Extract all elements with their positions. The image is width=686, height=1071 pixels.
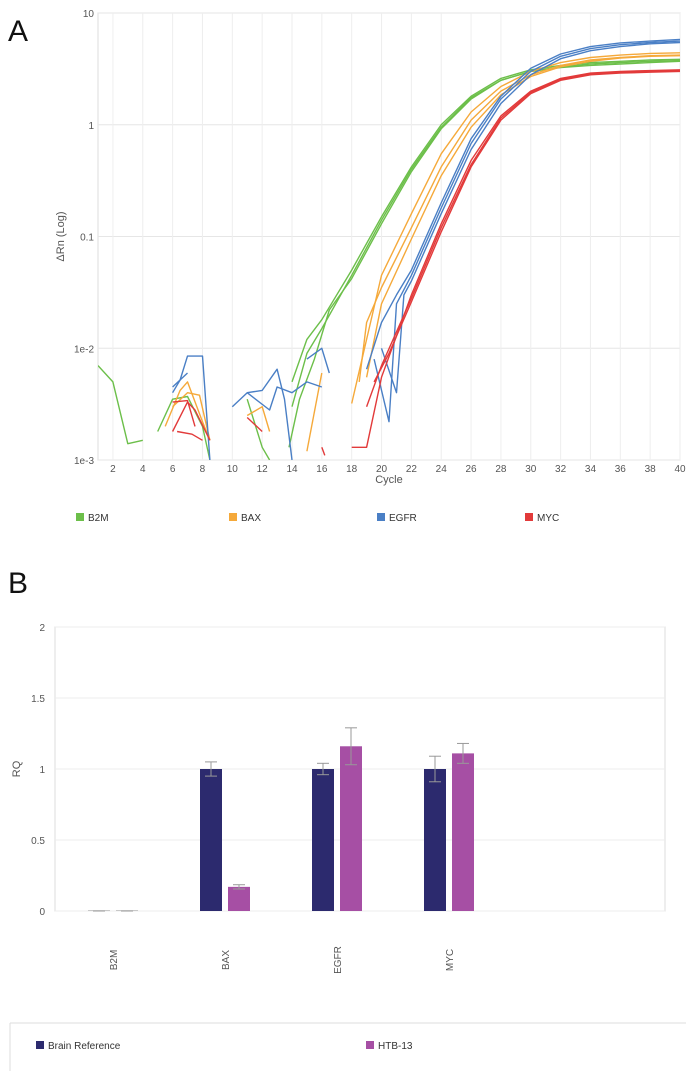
y-tick-label: 2 — [39, 623, 45, 634]
series-line-egfr — [373, 40, 680, 423]
bar-egfr-0 — [312, 769, 334, 911]
x-axis-title: Cycle — [375, 474, 403, 486]
legend-label-bax: BAX — [241, 513, 261, 524]
series-line-egfr — [365, 38, 680, 370]
x-tick-label: 14 — [286, 464, 298, 475]
category-label-b2m: B2M — [109, 950, 120, 971]
legend-label-egfr: EGFR — [389, 513, 417, 524]
y-tick-label: 1 — [39, 765, 45, 776]
series-line-b2m — [246, 398, 271, 460]
series-line-b2m — [291, 58, 680, 383]
series-line-bax — [246, 406, 271, 432]
y-tick-label: 1.5 — [31, 694, 45, 705]
category-label-bax: BAX — [221, 950, 232, 970]
category-label-egfr: EGFR — [333, 946, 344, 974]
legend-swatch-0 — [36, 1041, 44, 1049]
series-line-b2m — [157, 395, 211, 460]
legend-label-b2m: B2M — [88, 513, 109, 524]
bar-bax-0 — [200, 769, 222, 911]
x-tick-label: 32 — [555, 464, 567, 475]
bar-myc-1 — [452, 753, 474, 911]
series-line-egfr — [171, 355, 211, 460]
bar-myc-0 — [424, 769, 446, 911]
x-tick-label: 36 — [615, 464, 627, 475]
category-label-myc: MYC — [445, 949, 456, 971]
x-tick-label: 10 — [227, 464, 239, 475]
x-tick-label: 26 — [466, 464, 478, 475]
y-tick-label: 0.5 — [31, 836, 45, 847]
y-tick-label: 1e-2 — [74, 344, 94, 355]
series-line-b2m — [291, 59, 680, 407]
legend-label-1: HTB-13 — [378, 1041, 413, 1052]
bar-bax-1 — [228, 886, 250, 911]
series-line-bax — [351, 52, 680, 404]
series-line-egfr — [172, 372, 188, 388]
series-line-egfr — [231, 368, 293, 460]
x-tick-label: 18 — [346, 464, 358, 475]
x-tick-label: 34 — [585, 464, 597, 475]
y-tick-label: 1 — [88, 121, 94, 132]
series-line-myc — [171, 401, 211, 441]
x-tick-label: 12 — [257, 464, 269, 475]
series-line-myc — [246, 416, 263, 433]
x-tick-label: 22 — [406, 464, 418, 475]
bar-egfr-1 — [340, 746, 362, 911]
rq-bar-chart: 2 1.5 1 0.5 0 RQ B2M BAX EGFR MYC Brain Reference H… — [9, 623, 686, 1071]
series-line-bax — [365, 55, 680, 378]
x-tick-label: 24 — [436, 464, 448, 475]
series-line-egfr — [246, 381, 323, 411]
y-tick-label: 0 — [39, 907, 45, 918]
x-tick-label: 20 — [376, 464, 388, 475]
series-line-egfr — [380, 41, 680, 394]
legend-label-0: Brain Reference — [48, 1041, 121, 1052]
x-tick-label: 40 — [674, 464, 686, 475]
x-tick-label: 2 — [110, 464, 116, 475]
series-line-myc — [172, 399, 196, 427]
y-axis-title: RQ — [11, 760, 23, 777]
y-tick-label: 0.1 — [80, 233, 94, 244]
x-tick-label: 4 — [140, 464, 146, 475]
panel-label-b: B — [8, 567, 28, 600]
x-tick-label: 28 — [495, 464, 507, 475]
x-tick-label: 6 — [170, 464, 176, 475]
series-lines — [98, 38, 680, 460]
series-line-myc — [365, 69, 680, 407]
series-line-myc — [321, 447, 326, 456]
series-line-myc — [176, 430, 203, 441]
x-tick-label: 16 — [316, 464, 328, 475]
series-line-bax — [172, 392, 211, 441]
x-tick-label: 30 — [525, 464, 537, 475]
x-tick-label: 8 — [200, 464, 206, 475]
series-line-myc — [373, 70, 680, 383]
series-line-myc — [351, 69, 680, 448]
legend-swatch-egfr — [377, 513, 385, 521]
x-tick-label: 38 — [645, 464, 657, 475]
legend-swatch-1 — [366, 1041, 374, 1049]
legend-swatch-myc — [525, 513, 533, 521]
legend-label-myc: MYC — [537, 513, 559, 524]
series-line-b2m — [98, 365, 143, 445]
legend-swatch-bax — [229, 513, 237, 521]
y-tick-label: 1e-3 — [74, 456, 94, 467]
panel-label-a: A — [8, 15, 28, 48]
legend-swatch-b2m — [76, 513, 84, 521]
series-line-b2m — [288, 60, 680, 448]
y-axis-title: ΔRn (Log) — [55, 211, 67, 261]
series-line-egfr — [306, 347, 330, 374]
y-tick-label: 10 — [83, 9, 95, 20]
